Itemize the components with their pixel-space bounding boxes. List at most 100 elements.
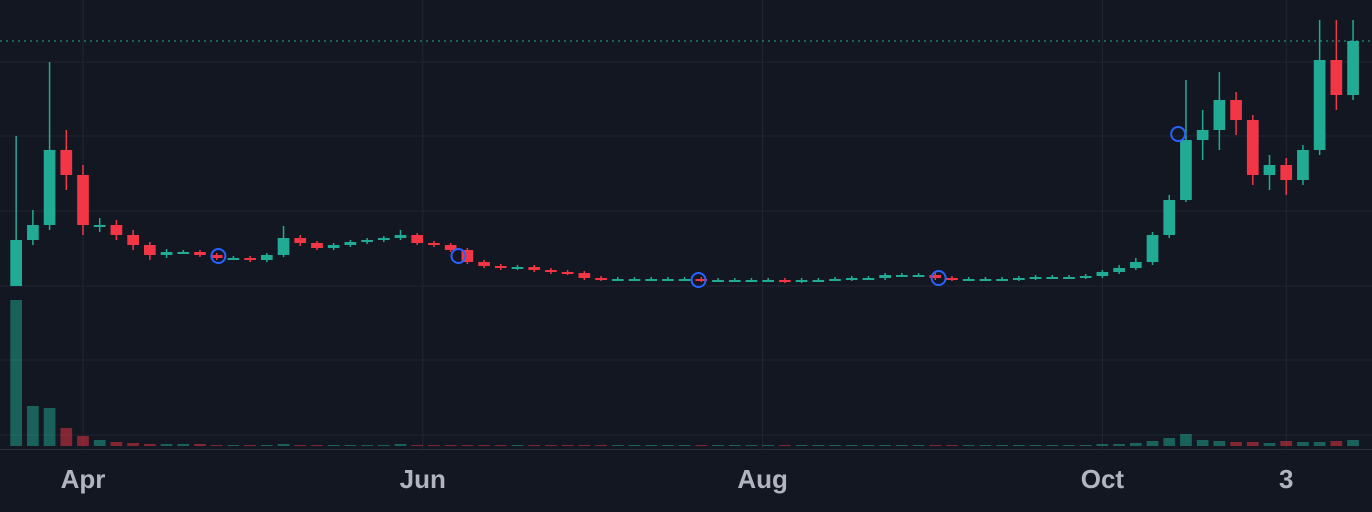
volume-bar [662, 445, 674, 446]
volume-bar [561, 445, 574, 446]
volume-bar [344, 445, 357, 446]
volume-bar [645, 445, 658, 446]
volume-bar [845, 445, 858, 446]
volume-bar [244, 445, 256, 446]
candle-body [545, 270, 557, 272]
candle-body [160, 252, 173, 255]
candle-body [561, 272, 574, 274]
candle-body [912, 275, 925, 277]
candle-body [1230, 100, 1242, 120]
volume-bar [1297, 442, 1309, 446]
volume-bar [277, 444, 290, 446]
candle-body [494, 266, 507, 268]
candle-body [678, 279, 691, 281]
candle-body [1029, 277, 1042, 279]
volume-bar [1263, 443, 1276, 446]
volume-bar [578, 445, 591, 446]
volume-bar [929, 445, 942, 446]
candle-body [1012, 278, 1025, 280]
volume-bar [311, 445, 323, 446]
candle-body [394, 235, 407, 238]
volume-bar [1347, 440, 1359, 446]
volume-bar [896, 445, 908, 446]
volume-bar [829, 445, 841, 446]
candle-body [1046, 277, 1059, 279]
candle-body [946, 278, 958, 280]
event-marker [930, 270, 947, 286]
volume-bar [361, 445, 373, 446]
volume-bar [1246, 442, 1259, 446]
candle-body [294, 238, 307, 243]
volume-bar [77, 436, 89, 446]
candle-body [27, 225, 39, 240]
volume-bar [1096, 444, 1109, 446]
candle-body [862, 278, 875, 280]
volume-bar [478, 445, 490, 446]
candle-body [996, 279, 1008, 281]
candle-body [962, 279, 975, 281]
volume-bar [127, 443, 139, 446]
volume-bar [444, 445, 457, 446]
candle-body [1063, 277, 1075, 279]
volume-bar [27, 406, 39, 446]
grid [0, 61, 1372, 436]
volume-bar [1230, 442, 1242, 446]
candle-body [260, 255, 273, 260]
candle-body [478, 262, 490, 266]
candle-body [93, 225, 106, 227]
candle-body [377, 238, 390, 240]
candle-body [244, 258, 256, 260]
candle-body [210, 255, 223, 258]
volume-bar [210, 445, 223, 446]
x-tick-label: Jun [400, 464, 446, 494]
volume-bar [545, 445, 557, 446]
volume-bar [1113, 444, 1125, 446]
volume-bar [912, 445, 925, 446]
volume-bar [93, 440, 106, 446]
volume-bar [461, 445, 474, 446]
candle-body [578, 273, 591, 278]
volume-bar [327, 445, 340, 446]
volume-bar [1180, 434, 1192, 446]
candle-body [327, 245, 340, 248]
candle-body [611, 279, 624, 281]
candle-body [829, 279, 841, 281]
volume-bar [879, 445, 891, 446]
candle-body [444, 245, 457, 250]
volume-bar [779, 445, 791, 446]
candle-body [1196, 130, 1209, 140]
volume-bar [143, 444, 156, 446]
volume-bar [1163, 438, 1176, 446]
volume-bar [1196, 440, 1209, 446]
volume-bar [946, 445, 958, 446]
candle-body [979, 279, 992, 281]
volume-bar [678, 445, 691, 446]
candle-body [712, 280, 724, 282]
volume-bar [110, 442, 123, 446]
candle-body [896, 275, 908, 277]
candle-body [1297, 150, 1309, 180]
candle-body [143, 245, 156, 255]
volume-bar [528, 445, 541, 446]
volume-bar [494, 445, 507, 446]
volume-bar [394, 444, 407, 446]
candle-body [277, 238, 290, 255]
candle-body [1113, 268, 1125, 272]
volume-bar [227, 445, 240, 446]
volume-bar [511, 445, 524, 446]
volume-bar [862, 445, 875, 446]
candle-body [628, 279, 641, 281]
candle-body [1129, 262, 1142, 268]
volume-bar [595, 445, 607, 446]
candle-body [177, 252, 190, 254]
volume-bar [177, 444, 190, 446]
candle-body [662, 279, 674, 281]
candle-body [1263, 165, 1276, 175]
volume-bar [10, 300, 23, 446]
candle-body [745, 280, 758, 282]
candle-body [1213, 100, 1226, 130]
volume-bar [1129, 443, 1142, 446]
volume-bar [1029, 445, 1042, 446]
candle-body [528, 267, 541, 270]
